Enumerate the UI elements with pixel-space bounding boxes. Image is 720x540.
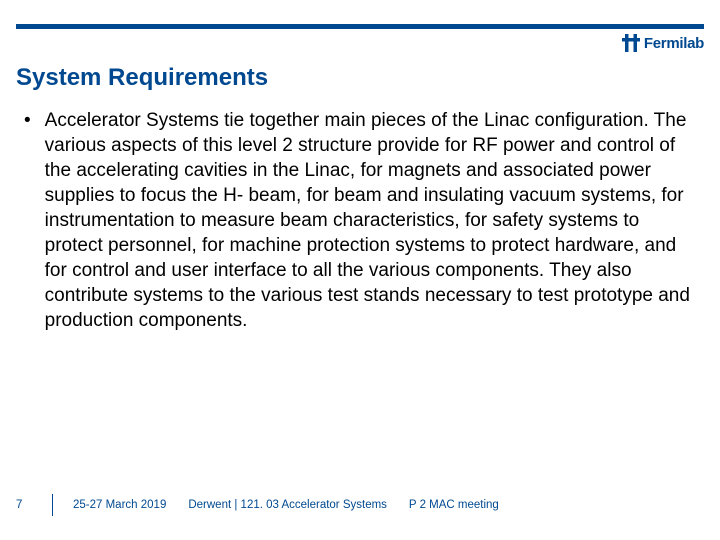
- bullet-marker-icon: •: [24, 108, 31, 133]
- footer-author-title: Derwent | 121. 03 Accelerator Systems: [188, 499, 387, 511]
- footer: 7 25-27 March 2019 Derwent | 121. 03 Acc…: [16, 494, 704, 516]
- header-rule: [16, 24, 704, 29]
- bullet-text: Accelerator Systems tie together main pi…: [45, 108, 698, 333]
- page-title: System Requirements: [16, 64, 268, 92]
- footer-date: 25-27 March 2019: [73, 499, 166, 511]
- bullet-item: • Accelerator Systems tie together main …: [22, 108, 698, 333]
- fermilab-logo: Fermilab: [622, 34, 704, 52]
- page-number: 7: [16, 499, 30, 511]
- fermilab-logo-icon: [622, 34, 640, 52]
- footer-meeting: P 2 MAC meeting: [409, 499, 499, 511]
- logo-text: Fermilab: [644, 35, 704, 52]
- content-area: • Accelerator Systems tie together main …: [22, 108, 698, 333]
- footer-divider-icon: [52, 494, 53, 516]
